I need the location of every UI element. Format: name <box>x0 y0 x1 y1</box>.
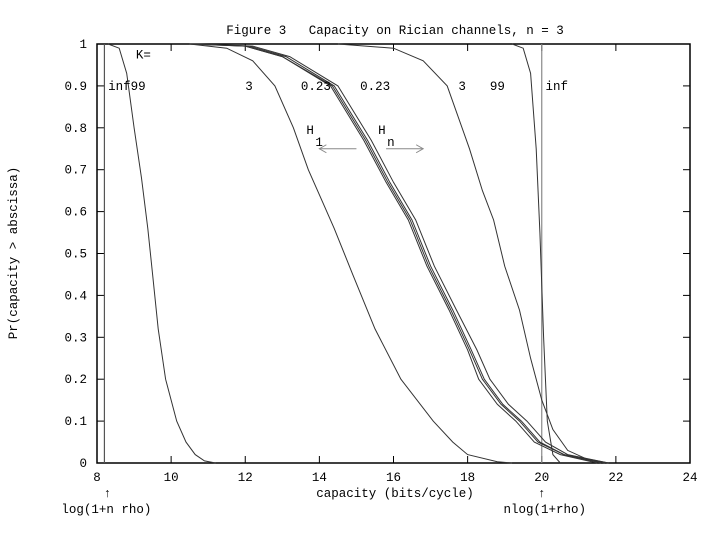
k-annotation: inf99 <box>108 80 146 94</box>
k-annotation: 0.23 <box>301 80 331 94</box>
y-axis-label: Pr(capacity > abscissa) <box>7 167 21 340</box>
reference-arrow-icon: ↑ <box>104 487 112 501</box>
y-tick-label: 0.4 <box>64 289 87 303</box>
chart-title: Figure 3 Capacity on Rician channels, n … <box>226 24 564 38</box>
plot-frame <box>96 43 691 464</box>
k-annotation: 99 <box>490 80 505 94</box>
x-axis-label: capacity (bits/cycle) <box>316 487 474 501</box>
series-line <box>511 43 561 464</box>
series-line <box>337 43 609 464</box>
y-tick-label: 0.1 <box>64 415 87 429</box>
x-tick-label: 14 <box>312 471 327 485</box>
plot-area: 8 10 12 14 16 18 20 22 24 0 0.1 0.2 0.3 0.4 0.5 0.6 0.7 0… <box>61 38 697 517</box>
x-tick-label: 18 <box>460 471 475 485</box>
arrow-head-icon <box>415 144 425 154</box>
x-tick-label: 10 <box>164 471 179 485</box>
x-tick-label: 20 <box>534 471 549 485</box>
series-line <box>189 43 513 464</box>
series-line <box>189 43 605 464</box>
series-line <box>189 43 598 464</box>
k-annotation: 3 <box>458 80 466 94</box>
reference-label: nlog(1+rho) <box>503 503 586 517</box>
x-tick-label: 22 <box>608 471 623 485</box>
y-tick-label: 0 <box>79 457 87 471</box>
k-annotation: 0.23 <box>360 80 390 94</box>
x-tick-label: 16 <box>386 471 401 485</box>
series-line <box>107 43 216 464</box>
y-tick-label: 0.9 <box>64 80 87 94</box>
x-tick-label: 24 <box>682 471 697 485</box>
arrow-label: H <box>378 124 386 138</box>
arrow-label-subscript: 1 <box>315 136 323 150</box>
k-annotation: K= <box>136 48 151 62</box>
series-line <box>197 43 609 464</box>
arrow-head-icon <box>318 144 327 154</box>
arrow-label: H <box>306 124 314 138</box>
arrow-label-subscript: n <box>387 136 395 150</box>
y-tick-label: 0.5 <box>64 248 87 262</box>
y-tick-label: 0.8 <box>64 122 87 136</box>
x-tick-label: 8 <box>93 471 101 485</box>
x-tick-label: 12 <box>238 471 253 485</box>
y-tick-label: 0.7 <box>64 164 87 178</box>
reference-arrow-icon: ↑ <box>538 487 546 501</box>
k-annotation: inf <box>545 80 568 94</box>
y-tick-label: 0.3 <box>64 331 87 345</box>
reference-label: log(1+n rho) <box>61 503 151 517</box>
series-line <box>193 43 602 464</box>
y-tick-label: 0.2 <box>64 373 87 387</box>
y-tick-label: 0.6 <box>64 206 87 220</box>
k-annotation: 3 <box>245 80 253 94</box>
y-tick-label: 1 <box>79 38 87 52</box>
